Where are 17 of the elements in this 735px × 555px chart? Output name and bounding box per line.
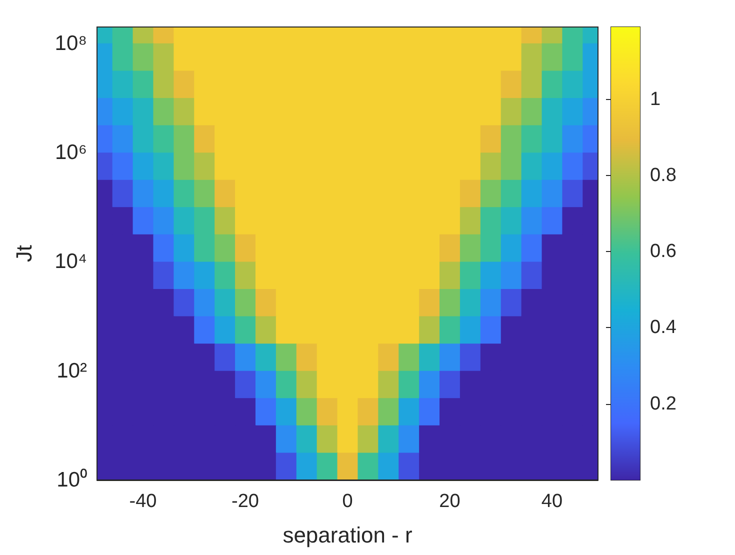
x-tick-label: 0 — [342, 491, 353, 512]
x-axis-title: separation - r — [282, 522, 412, 548]
color-bar-label: 0.8 — [650, 164, 676, 186]
y-tick-label: 10⁶ — [54, 141, 87, 164]
color-bar-label: 1 — [650, 88, 661, 110]
y-tick-label: 10⁴ — [54, 250, 87, 274]
y-tick-label: 10⁰ — [56, 468, 87, 492]
color-bar-label: 0.2 — [650, 393, 676, 414]
x-tick-label: -20 — [232, 491, 259, 512]
y-tick-label: 10⁸ — [54, 32, 87, 55]
x-tick-label: 20 — [439, 491, 460, 512]
y-axis-title: Jt — [12, 244, 36, 262]
y-tick-label: 10² — [56, 359, 87, 382]
x-tick-label: -40 — [129, 491, 157, 512]
x-tick-label: 40 — [541, 491, 563, 512]
color-bar-label: 0.4 — [650, 317, 677, 338]
color-bar-label: 0.6 — [650, 241, 676, 262]
